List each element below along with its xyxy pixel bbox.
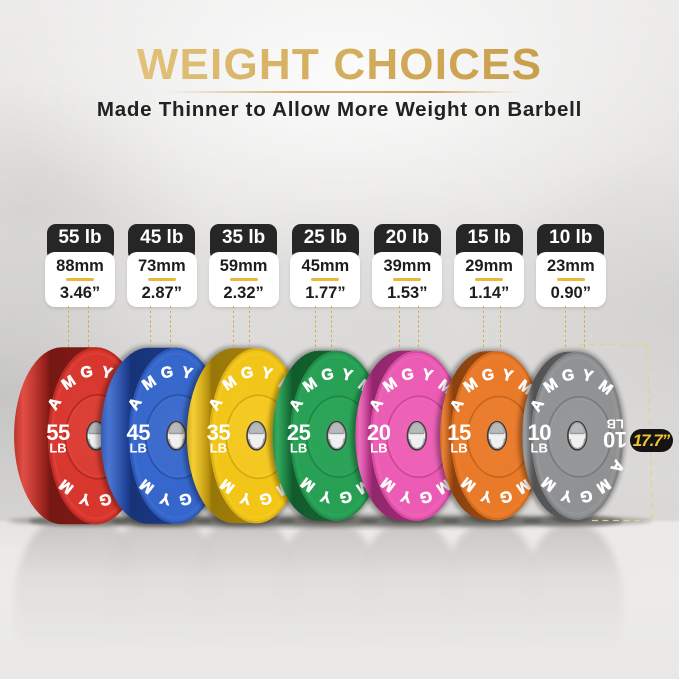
svg-text:Y: Y <box>399 486 414 505</box>
svg-text:Y: Y <box>260 364 275 383</box>
svg-text:10: 10 <box>527 420 551 445</box>
svg-text:LB: LB <box>49 440 66 455</box>
svg-text:20: 20 <box>367 420 391 445</box>
svg-text:Y: Y <box>479 486 494 505</box>
svg-text:Y: Y <box>501 366 516 385</box>
svg-text:55: 55 <box>46 420 70 445</box>
svg-text:45: 45 <box>126 420 150 445</box>
svg-text:G: G <box>400 366 415 385</box>
svg-text:LB: LB <box>370 440 387 455</box>
svg-text:Y: Y <box>158 489 173 508</box>
svg-text:G: G <box>320 366 335 385</box>
svg-text:LB: LB <box>290 440 307 455</box>
svg-text:Y: Y <box>559 486 574 505</box>
svg-text:G: G <box>579 486 594 505</box>
svg-text:Y: Y <box>318 486 333 505</box>
svg-text:Y: Y <box>238 488 253 507</box>
svg-text:G: G <box>418 487 433 506</box>
svg-text:G: G <box>258 489 273 508</box>
svg-text:Y: Y <box>340 366 355 385</box>
svg-text:25: 25 <box>287 420 311 445</box>
svg-text:G: G <box>480 366 495 385</box>
svg-text:Y: Y <box>581 367 596 386</box>
svg-text:G: G <box>178 489 193 508</box>
svg-text:15: 15 <box>447 420 471 445</box>
svg-text:LB: LB <box>607 416 624 431</box>
svg-text:LB: LB <box>450 440 467 455</box>
svg-text:LB: LB <box>210 440 227 455</box>
svg-text:G: G <box>498 487 513 506</box>
svg-text:G: G <box>240 364 255 383</box>
svg-text:LB: LB <box>130 440 147 455</box>
svg-text:10: 10 <box>603 427 627 452</box>
svg-text:G: G <box>338 487 353 506</box>
svg-text:35: 35 <box>207 420 231 445</box>
svg-text:LB: LB <box>531 440 548 455</box>
svg-text:G: G <box>561 366 576 385</box>
svg-text:G: G <box>79 363 94 382</box>
svg-text:Y: Y <box>180 364 195 383</box>
svg-text:G: G <box>159 363 174 382</box>
svg-text:Y: Y <box>420 366 435 385</box>
svg-text:Y: Y <box>77 489 92 508</box>
